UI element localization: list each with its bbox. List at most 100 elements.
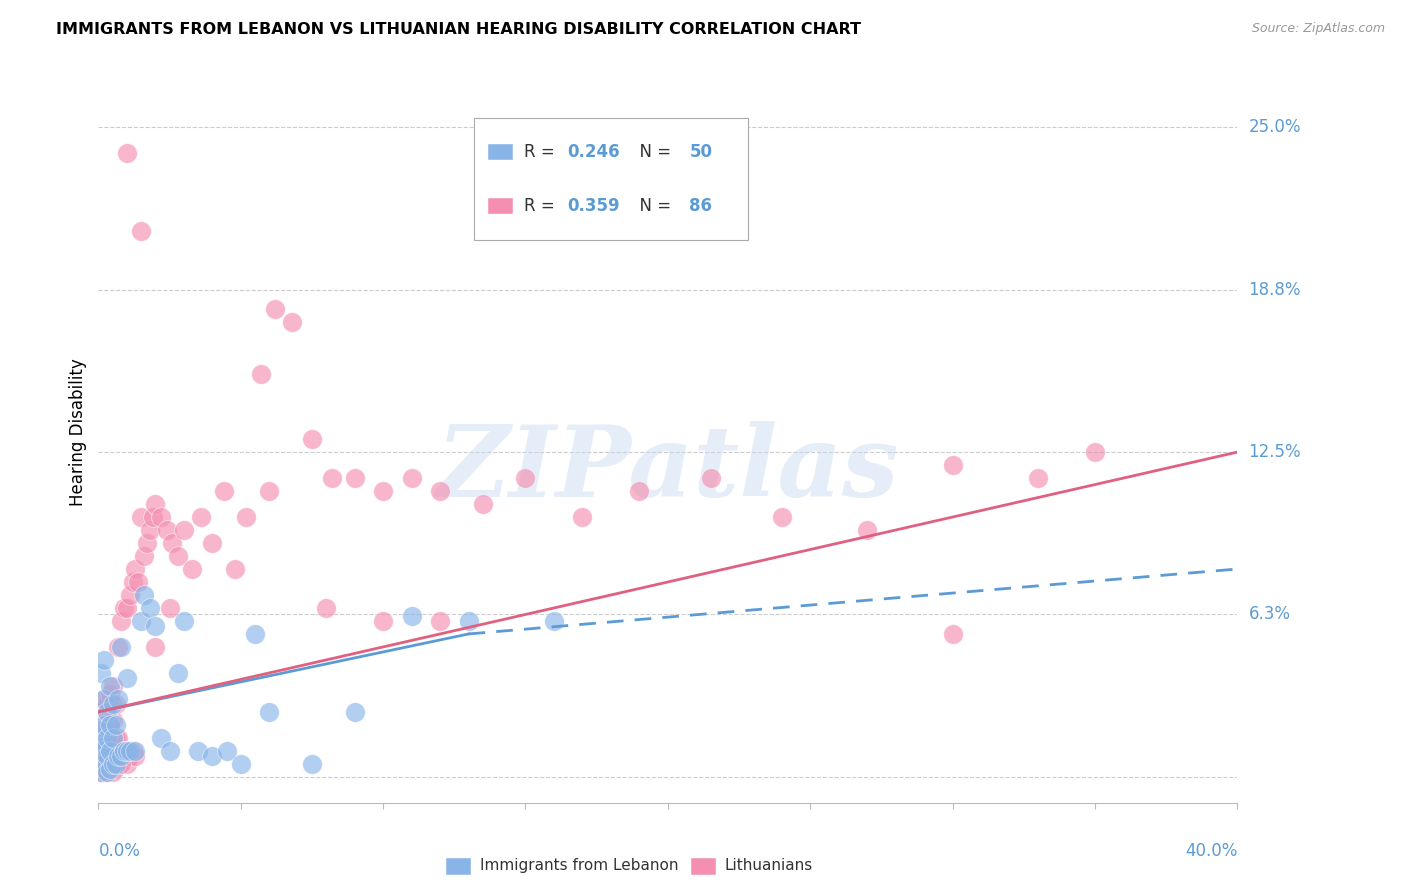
Point xyxy=(112,744,135,758)
Point xyxy=(942,458,965,472)
Point xyxy=(129,224,152,238)
Point xyxy=(159,601,181,615)
Point xyxy=(96,705,118,719)
Point xyxy=(1084,445,1107,459)
Point xyxy=(141,510,163,524)
Point xyxy=(96,764,118,779)
Text: 12.5%: 12.5% xyxy=(1249,443,1301,461)
Point xyxy=(135,536,157,550)
Point xyxy=(281,315,304,329)
Point xyxy=(301,432,323,446)
Point xyxy=(173,614,195,628)
Point xyxy=(93,739,115,753)
Point xyxy=(101,713,124,727)
Point xyxy=(401,608,423,623)
Point xyxy=(101,756,124,771)
Point xyxy=(98,744,121,758)
Point xyxy=(107,640,129,654)
Point xyxy=(343,471,366,485)
Point xyxy=(115,671,138,685)
Point xyxy=(301,756,323,771)
Point xyxy=(90,731,112,745)
FancyBboxPatch shape xyxy=(690,858,716,875)
Point xyxy=(98,687,121,701)
Point xyxy=(112,744,135,758)
Point xyxy=(98,762,121,776)
Point xyxy=(321,471,343,485)
Text: Immigrants from Lebanon: Immigrants from Lebanon xyxy=(479,858,679,873)
Point xyxy=(628,484,651,499)
Point xyxy=(118,749,141,764)
Text: 0.0%: 0.0% xyxy=(98,842,141,860)
Text: 86: 86 xyxy=(689,197,713,215)
Point xyxy=(457,614,479,628)
Point xyxy=(235,510,257,524)
Point xyxy=(942,627,965,641)
Point xyxy=(93,692,115,706)
Point xyxy=(93,692,115,706)
Text: N =: N = xyxy=(628,197,676,215)
Point xyxy=(121,574,143,589)
Point xyxy=(224,562,246,576)
Text: N =: N = xyxy=(628,144,676,161)
Text: R =: R = xyxy=(524,144,561,161)
Point xyxy=(90,764,112,779)
Point xyxy=(215,744,238,758)
Point xyxy=(110,756,132,771)
Point xyxy=(98,718,121,732)
Point xyxy=(96,764,118,779)
Point xyxy=(104,731,127,745)
Point xyxy=(110,614,132,628)
Point xyxy=(93,653,115,667)
Point xyxy=(101,697,124,711)
Point xyxy=(856,523,879,537)
Point xyxy=(127,574,149,589)
Point xyxy=(107,756,129,771)
Point xyxy=(101,731,124,745)
Point xyxy=(373,484,395,499)
Point xyxy=(173,523,195,537)
Point xyxy=(1026,471,1049,485)
Point xyxy=(150,731,173,745)
Point xyxy=(515,471,537,485)
Point xyxy=(104,756,127,771)
Point xyxy=(156,523,179,537)
Point xyxy=(129,614,152,628)
Point xyxy=(181,562,204,576)
Point xyxy=(471,497,494,511)
Point xyxy=(93,718,115,732)
Point xyxy=(212,484,235,499)
Text: R =: R = xyxy=(524,197,561,215)
Point xyxy=(118,744,141,758)
FancyBboxPatch shape xyxy=(488,198,513,214)
Point xyxy=(167,665,190,680)
Point xyxy=(249,367,271,381)
Point xyxy=(98,679,121,693)
Point xyxy=(124,749,146,764)
Text: 0.246: 0.246 xyxy=(568,144,620,161)
FancyBboxPatch shape xyxy=(446,858,471,875)
Point xyxy=(112,601,135,615)
Point xyxy=(243,627,266,641)
Point xyxy=(93,762,115,776)
Point xyxy=(259,484,281,499)
Point xyxy=(162,536,184,550)
Point xyxy=(110,640,132,654)
Point xyxy=(201,749,224,764)
Point xyxy=(129,510,152,524)
Point xyxy=(132,588,155,602)
Point xyxy=(401,471,423,485)
Point xyxy=(98,744,121,758)
Point xyxy=(98,718,121,732)
Text: ZIPatlas: ZIPatlas xyxy=(437,421,898,518)
Point xyxy=(96,723,118,737)
Point xyxy=(110,749,132,764)
Point xyxy=(259,705,281,719)
Point xyxy=(121,744,143,758)
Point xyxy=(167,549,190,563)
Point xyxy=(90,705,112,719)
Point xyxy=(138,601,160,615)
Text: 40.0%: 40.0% xyxy=(1185,842,1237,860)
Point xyxy=(107,692,129,706)
Point xyxy=(571,510,593,524)
